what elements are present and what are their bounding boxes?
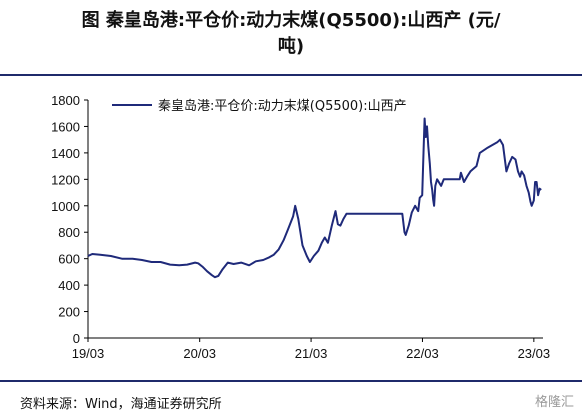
- y-tick-label: 1400: [51, 146, 80, 161]
- chart-title-line-2: 吨): [277, 36, 305, 57]
- source-note: 资料来源：Wind，海通证券研究所: [20, 397, 222, 412]
- legend-label: 秦皇岛港:平仓价:动力末煤(Q5500):山西产: [158, 98, 407, 114]
- y-tick-label: 800: [58, 225, 80, 240]
- chart-title-line-1: 图 秦皇岛港:平仓价:动力末煤(Q5500):山西产 (元/: [81, 10, 501, 31]
- y-tick-label: 200: [58, 305, 80, 320]
- watermark: 格隆汇: [534, 395, 574, 410]
- y-tick-label: 400: [58, 278, 80, 293]
- bottom-rule: [0, 380, 582, 382]
- x-tick-label: 19/03: [72, 346, 105, 361]
- x-tick-label: 23/03: [518, 346, 551, 361]
- y-tick-label: 0: [73, 331, 80, 346]
- series-line: [87, 117, 542, 279]
- chart-axes: 0 200 400 600 800 1000 1200 1400 1600 1800 19/03 20…: [51, 93, 550, 361]
- y-tick-label: 1000: [51, 199, 80, 214]
- y-tick-label: 1200: [51, 172, 80, 187]
- line-chart: 0 200 400 600 800 1000 1200 1400 1600 1800 19/03 20…: [51, 93, 550, 361]
- x-tick-label: 22/03: [406, 346, 439, 361]
- chart-legend: 秦皇岛港:平仓价:动力末煤(Q5500):山西产: [112, 98, 407, 114]
- y-tick-label: 1800: [51, 93, 80, 108]
- series-layer: [87, 117, 542, 279]
- y-tick-label: 1600: [51, 119, 80, 134]
- y-tick-label: 600: [58, 252, 80, 267]
- chart-title: 图 秦皇岛港:平仓价:动力末煤(Q5500):山西产 (元/ 吨): [0, 8, 582, 60]
- x-tick-label: 20/03: [183, 346, 216, 361]
- top-rule: [0, 74, 582, 76]
- x-tick-label: 21/03: [295, 346, 328, 361]
